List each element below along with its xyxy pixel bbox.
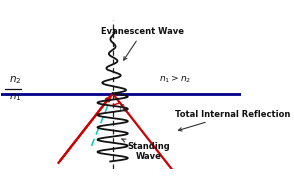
Text: Evanescent Wave: Evanescent Wave	[101, 27, 184, 60]
Text: $n_2$: $n_2$	[9, 74, 21, 86]
Text: $n_1$: $n_1$	[9, 91, 21, 103]
Text: Standing
Wave: Standing Wave	[122, 139, 170, 161]
Text: Total Internal Reflection: Total Internal Reflection	[175, 110, 290, 131]
Text: $n_1 > n_2$: $n_1 > n_2$	[159, 73, 191, 85]
Text: $\theta_c$: $\theta_c$	[119, 102, 128, 115]
